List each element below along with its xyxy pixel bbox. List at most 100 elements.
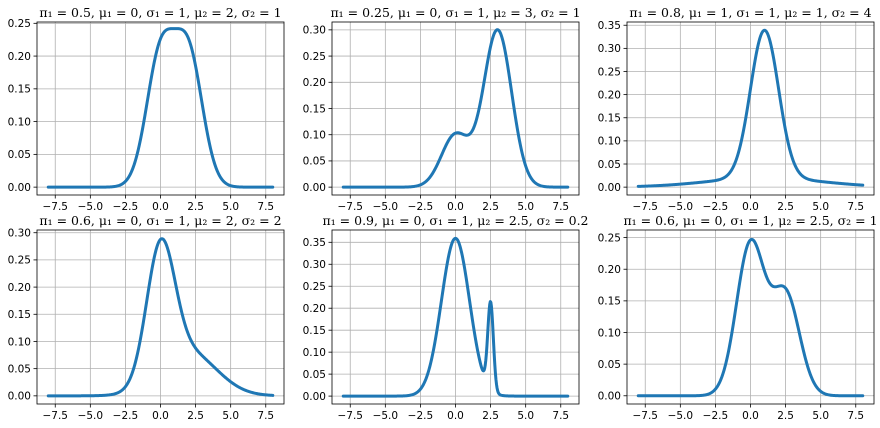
y-tick-label: 0.05 [303,156,326,168]
y-tick-label: 0.00 [8,182,31,194]
y-tick-label: 0.25 [303,281,326,293]
x-tick-label: 5.0 [517,410,534,422]
y-tick-label: 0.15 [8,309,31,321]
x-tick-label: 7.5 [847,201,864,213]
chart-title: π₁ = 0.6, μ₁ = 0, σ₁ = 1, μ₂ = 2, σ₂ = 2 [39,213,281,228]
y-tick-label: 0.10 [8,116,31,128]
y-tick-label: 0.20 [8,51,31,63]
chart-panel-4: −7.5 −5.0 −2.5 0.0 2.5 5.0 7.5 0.00 0.05 0.10 0.15… [8,213,285,422]
x-tick-label: 7.5 [257,410,274,422]
x-tick-label: 0.0 [152,201,169,213]
x-tick-label: 0.0 [742,201,759,213]
y-tick-label: 0.15 [8,84,31,96]
plot-frame [331,229,580,405]
y-tick-label: 0.30 [598,43,621,55]
x-tick-label: −7.5 [42,410,68,422]
x-tick-label: −2.5 [703,410,729,422]
x-tick-label: 0.0 [152,410,169,422]
y-tick-label: 0.35 [303,237,326,249]
y-tick-label: 0.30 [303,25,326,37]
x-tick-label: 7.5 [552,201,569,213]
x-tick-label: −7.5 [337,410,363,422]
x-tick-label: −5.0 [668,410,694,422]
x-tick-label: −5.0 [373,201,399,213]
x-tick-label: 0.0 [447,201,464,213]
y-tick-label: 0.30 [303,259,326,271]
y-tick-label: 0.05 [303,369,326,381]
x-tick-label: −2.5 [113,201,139,213]
density-curve [636,28,865,188]
x-tick-label: −7.5 [632,201,658,213]
x-tick-label: 5.0 [222,410,239,422]
x-tick-label: 2.5 [777,410,794,422]
y-tick-label: 0.10 [598,136,621,148]
y-tick-label: 0.05 [598,159,621,171]
x-tick-label: −5.0 [78,410,104,422]
chart-title: π₁ = 0.25, μ₁ = 0, σ₁ = 1, μ₂ = 3, σ₂ = … [330,5,580,20]
y-tick-label: 0.00 [598,391,621,403]
chart-title: π₁ = 0.6, μ₁ = 0, σ₁ = 1, μ₂ = 2.5, σ₂ =… [623,213,877,228]
x-tick-label: 2.5 [187,201,204,213]
y-tick-label: 0.00 [598,182,621,194]
y-tick-label: 0.20 [598,89,621,101]
y-tick-label: 0.25 [303,51,326,63]
y-tick-label: 0.10 [598,327,621,339]
y-tick-label: 0.00 [303,391,326,403]
y-tick-label: 0.10 [303,130,326,142]
y-tick-label: 0.25 [8,18,31,30]
x-tick-label: 5.0 [812,201,829,213]
x-tick-label: −7.5 [337,201,363,213]
y-tick-label: 0.25 [598,66,621,78]
x-tick-label: −2.5 [408,201,434,213]
x-tick-label: 7.5 [847,410,864,422]
x-tick-label: 2.5 [482,201,499,213]
chart-panel-2: −7.5 −5.0 −2.5 0.0 2.5 5.0 7.5 0.00 0.05 0.10 0.15… [303,5,581,213]
x-tick-label: −2.5 [703,201,729,213]
y-tick-label: 0.10 [303,347,326,359]
y-tick-label: 0.35 [598,20,621,32]
x-tick-label: −2.5 [408,410,434,422]
x-tick-label: 2.5 [777,201,794,213]
density-curve [636,237,865,398]
x-tick-label: 0.0 [447,410,464,422]
x-tick-label: 7.5 [552,410,569,422]
x-tick-label: −7.5 [42,201,68,213]
chart-title: π₁ = 0.5, μ₁ = 0, σ₁ = 1, μ₂ = 2, σ₂ = 1 [39,5,281,20]
chart-panel-5: −7.5 −5.0 −2.5 0.0 2.5 5.0 7.5 0.00 0.05 0.10 0.15… [303,213,589,422]
y-tick-label: 0.25 [8,255,31,267]
x-tick-label: 5.0 [812,410,829,422]
x-tick-label: −5.0 [668,201,694,213]
y-tick-label: 0.20 [303,303,326,315]
chart-panel-1: −7.5 −5.0 −2.5 0.0 2.5 5.0 7.5 0.00 0.05 0.10 0.15… [8,5,285,213]
x-tick-label: 5.0 [517,201,534,213]
y-tick-label: 0.30 [8,228,31,240]
x-tick-label: −2.5 [113,410,139,422]
y-tick-label: 0.20 [8,282,31,294]
y-tick-label: 0.05 [598,359,621,371]
y-tick-label: 0.05 [8,149,31,161]
plot-frame [626,21,875,196]
density-curve [341,28,570,189]
x-tick-label: 7.5 [257,201,274,213]
x-tick-label: −5.0 [78,201,104,213]
x-tick-label: −5.0 [373,410,399,422]
chart-title: π₁ = 0.9, μ₁ = 0, σ₁ = 1, μ₂ = 2.5, σ₂ =… [322,213,588,228]
density-curve [341,236,570,398]
y-tick-label: 0.00 [8,391,31,403]
y-tick-label: 0.25 [598,232,621,244]
y-tick-label: 0.05 [8,363,31,375]
chart-panel-3: −7.5 −5.0 −2.5 0.0 2.5 5.0 7.5 0.00 0.05 0.10 0.15… [598,5,875,213]
x-tick-label: 2.5 [187,410,204,422]
x-tick-label: 2.5 [482,410,499,422]
y-tick-label: 0.20 [303,77,326,89]
plot-frame [36,21,285,196]
density-curve [46,237,275,398]
y-tick-label: 0.20 [598,264,621,276]
y-tick-label: 0.10 [8,336,31,348]
x-tick-label: −7.5 [632,410,658,422]
plot-frame [331,21,580,196]
x-tick-label: 0.0 [742,410,759,422]
chart-title: π₁ = 0.8, μ₁ = 1, σ₁ = 1, μ₂ = 1, σ₂ = 4 [629,5,871,20]
